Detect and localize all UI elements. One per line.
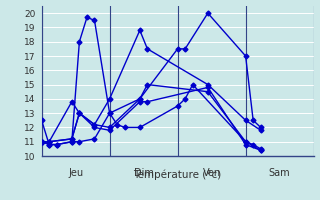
Text: Jeu: Jeu <box>68 168 83 178</box>
Text: Dim: Dim <box>134 168 154 178</box>
Text: Sam: Sam <box>269 168 291 178</box>
Text: Ven: Ven <box>203 168 221 178</box>
X-axis label: Température (°c): Température (°c) <box>133 170 222 180</box>
